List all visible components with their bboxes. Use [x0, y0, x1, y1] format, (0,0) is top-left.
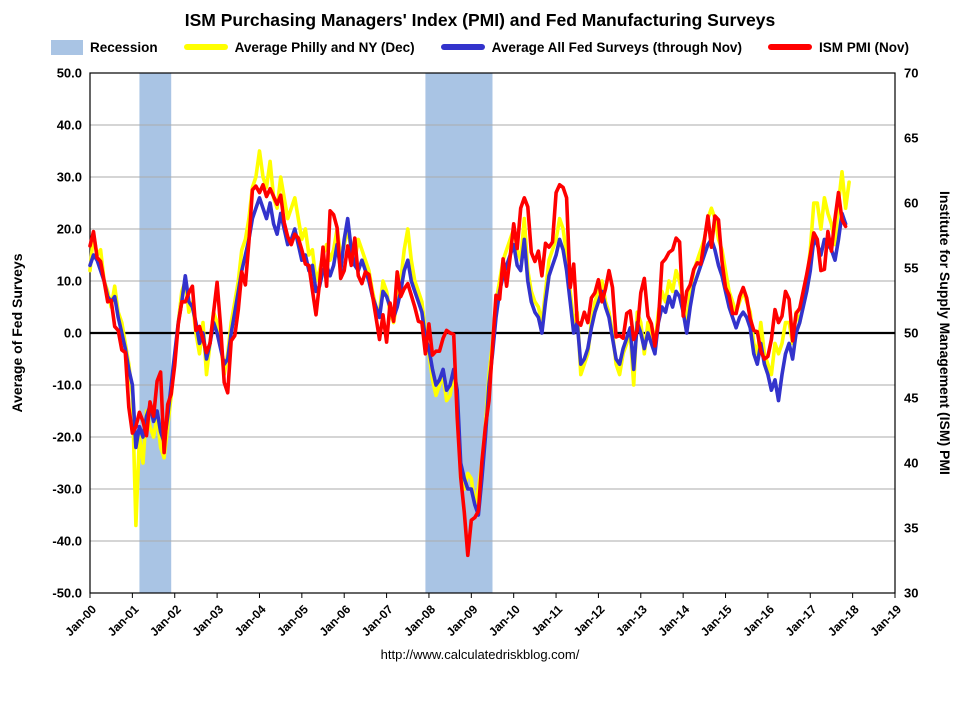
right-axis-tick-label: 40: [904, 456, 918, 471]
left-axis-tick-label: -10.0: [52, 378, 82, 393]
recession-swatch-icon: [51, 39, 84, 55]
right-axis-tick-label: 50: [904, 326, 918, 341]
right-axis-tick-label: 35: [904, 521, 918, 536]
left-axis-tick-label: 40.0: [57, 118, 82, 133]
right-axis-tick-label: 30: [904, 586, 918, 601]
x-tick-label: Jan-02: [147, 602, 184, 639]
legend-label-all-fed: Average All Fed Surveys (through Nov): [491, 39, 742, 55]
left-axis-tick-label: 50.0: [57, 66, 82, 81]
legend: Recession Average Philly and NY (Dec) Av…: [0, 33, 960, 61]
x-tick-label: Jan-08: [401, 602, 438, 639]
legend-label-ism-pmi: ISM PMI (Nov): [818, 39, 909, 55]
x-tick-label: Jan-12: [571, 602, 608, 639]
series-line-all-fed-avg: [88, 196, 848, 517]
x-tick-label: Jan-10: [486, 602, 523, 639]
blue-line-swatch-icon: [440, 44, 485, 50]
yellow-line-swatch-icon: [183, 44, 228, 50]
left-axis-tick-label: -40.0: [52, 534, 82, 549]
x-tick-label: Jan-09: [444, 602, 481, 639]
legend-label-recession: Recession: [90, 39, 158, 55]
series-line-ism-pmi: [88, 183, 848, 558]
footer-url: http://www.calculatedriskblog.com/: [380, 647, 580, 662]
left-axis-tick-label: 30.0: [57, 170, 82, 185]
x-tick-label: Jan-18: [825, 602, 862, 639]
x-tick-label: Jan-03: [189, 602, 226, 639]
chart-page: ISM Purchasing Managers' Index (PMI) and…: [0, 10, 960, 720]
left-axis-tick-label: -20.0: [52, 430, 82, 445]
left-axis-tick-label: -50.0: [52, 586, 82, 601]
right-axis-title: Institute for Supply Management (ISM) PM…: [937, 191, 953, 475]
chart-title: ISM Purchasing Managers' Index (PMI) and…: [184, 10, 776, 30]
right-axis-tick-label: 70: [904, 66, 918, 81]
right-axis-tick-label: 65: [904, 131, 918, 146]
x-tick-label: Jan-06: [317, 602, 354, 639]
x-tick-label: Jan-19: [867, 602, 904, 639]
x-tick-label: Jan-16: [740, 602, 777, 639]
left-axis-tick-label: 20.0: [57, 222, 82, 237]
legend-item-all-fed: Average All Fed Surveys (through Nov): [440, 39, 742, 55]
left-axis-tick-label: -30.0: [52, 482, 82, 497]
x-tick-label: Jan-15: [698, 602, 735, 639]
plot-border: [89, 72, 896, 594]
x-tick-label: Jan-13: [613, 602, 650, 639]
x-tick-label: Jan-01: [105, 602, 142, 639]
legend-item-philly-ny: Average Philly and NY (Dec): [183, 39, 415, 55]
right-axis-tick-label: 45: [904, 391, 918, 406]
legend-item-recession: Recession: [51, 39, 158, 55]
legend-label-philly-ny: Average Philly and NY (Dec): [234, 39, 415, 55]
left-axis-tick-label: 0.0: [64, 326, 82, 341]
x-tick-label: Jan-00: [62, 602, 99, 639]
x-tick-label: Jan-05: [274, 602, 311, 639]
x-tick-label: Jan-11: [529, 602, 566, 639]
right-axis-tick-label: 60: [904, 196, 918, 211]
legend-item-ism-pmi: ISM PMI (Nov): [767, 39, 909, 55]
x-tick-label: Jan-14: [655, 602, 692, 639]
left-axis-tick-label: 10.0: [57, 274, 82, 289]
x-tick-label: Jan-04: [232, 602, 269, 639]
x-tick-label: Jan-17: [783, 602, 820, 639]
left-axis-title: Average of Fed Surveys: [9, 253, 25, 412]
right-axis-tick-label: 55: [904, 261, 918, 276]
x-tick-label: Jan-07: [359, 602, 396, 639]
pmi-fed-surveys-chart: 50.0 40.0 30.0 20.0 10.0 0.0 -10.0 -20.0 -30.0 -4…: [9, 66, 953, 640]
red-line-swatch-icon: [767, 44, 812, 50]
